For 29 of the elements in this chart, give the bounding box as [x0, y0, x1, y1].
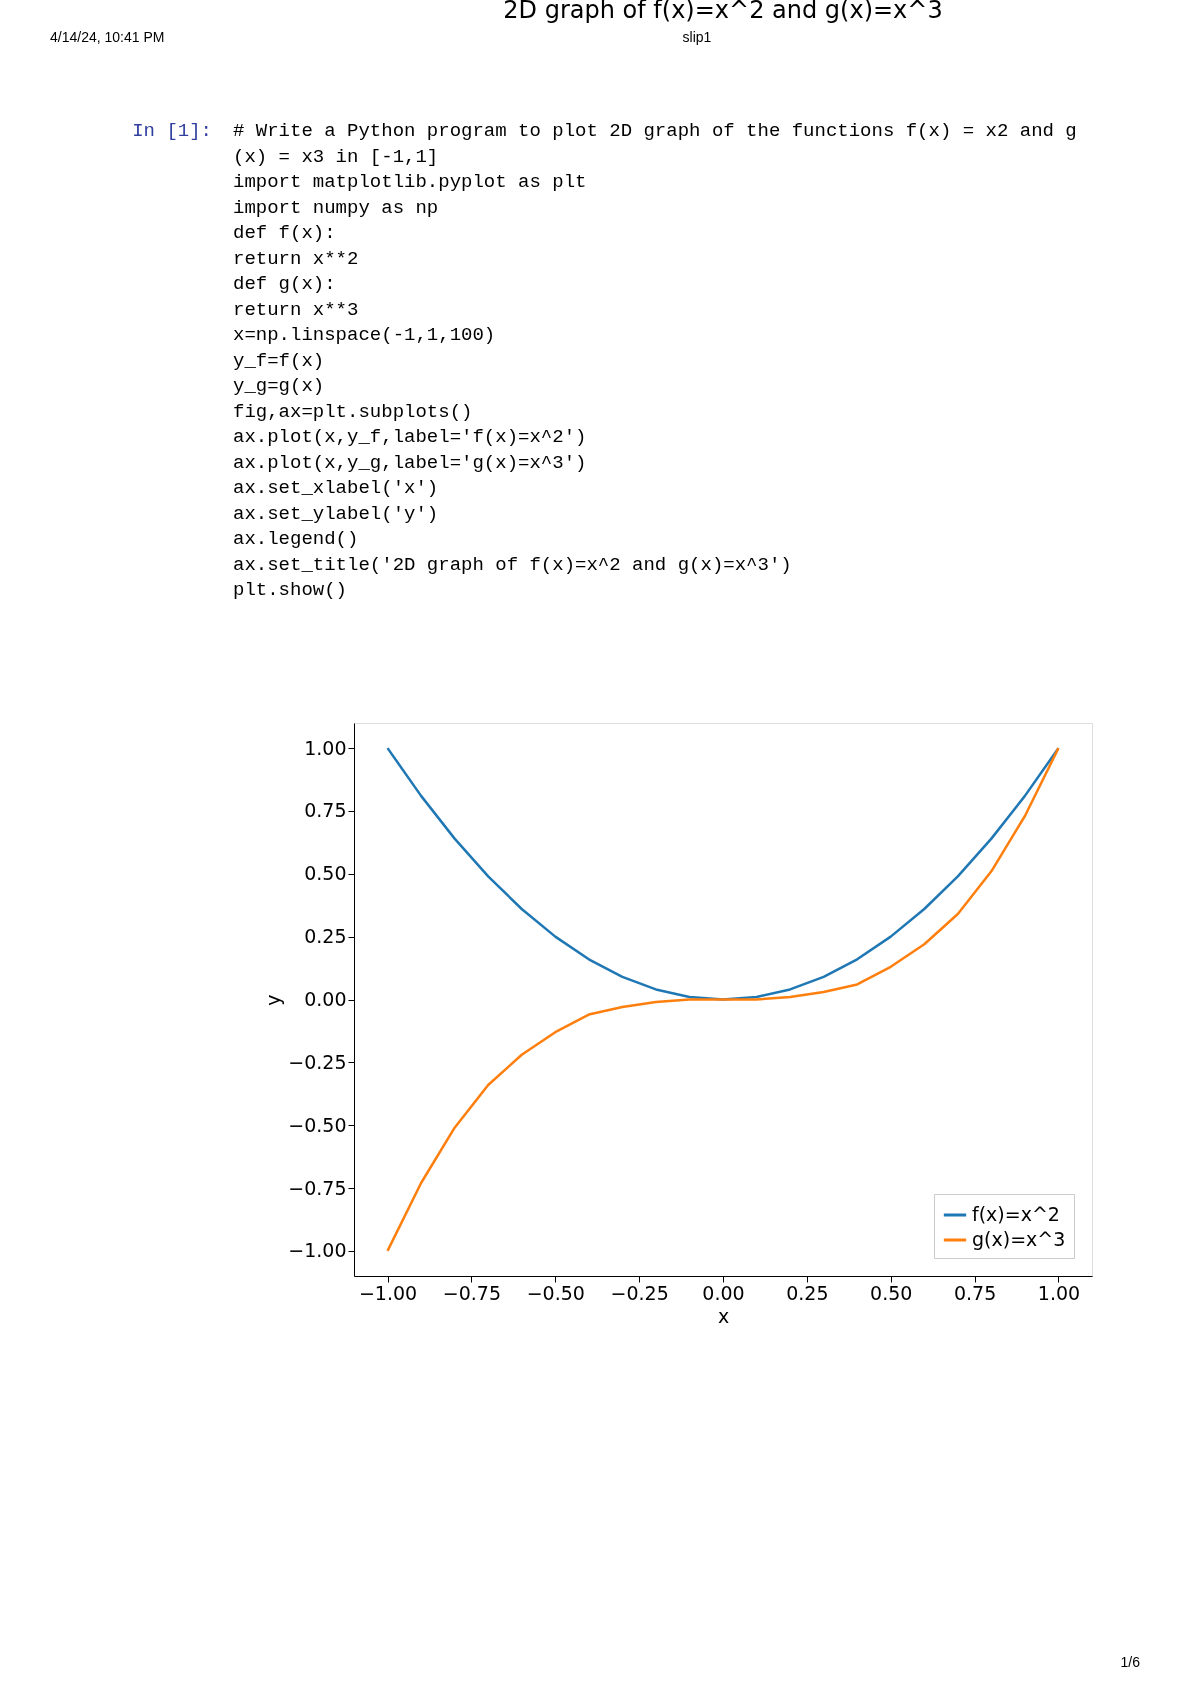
- text: In [1]:: [132, 120, 212, 142]
- line-series: [386, 746, 1060, 1001]
- y-tick-label: −0.50: [288, 1113, 347, 1136]
- y-tick-label: 0.50: [304, 862, 347, 885]
- text: 4/14/24, 10:41 PM: [50, 29, 165, 45]
- y-tick-label: −0.75: [288, 1176, 347, 1199]
- x-tick-label: −0.25: [610, 1281, 669, 1304]
- y-tick-label: −1.00: [288, 1239, 347, 1262]
- y-tick-label: 0.25: [304, 925, 347, 948]
- y-tick-label: −0.25: [288, 1050, 347, 1073]
- x-tick-label: 0.00: [702, 1281, 745, 1304]
- x-tick-label: −0.75: [442, 1281, 502, 1304]
- text: # Write a Python program to plot 2D graph of the functions f(x) = x2 and g (x) = x3 in [-1,1] import matplotlib.pyplot as plt import numpy as np def f(x): return x**2 def g(x): return x**3 x=np.linspace(-1,1,100) y_f=f(x) y_g=g(x) fig,ax=plt.subplots() ax.plot(x,y_f,label='f(x)=x^2') ax.plot(x,y_g,label='g(x)=x^3') ax.set_xlabel('x') ax.set_ylabel('y') ax.legend() ax.set_title('2D graph of f(x)=x^2 and g(x)=x^3') plt.show(): [233, 120, 1077, 601]
- x-tick-label: 1.00: [1037, 1281, 1081, 1304]
- x-tick-label: −0.50: [526, 1281, 585, 1304]
- x-tick-label: 0.75: [953, 1281, 997, 1304]
- chart-title: 2D graph of f(x)=x^2 and g(x)=x^3: [503, 0, 943, 24]
- legend-label: g(x)=x^3: [972, 1228, 1066, 1250]
- text: slip1: [682, 29, 712, 45]
- x-axis-title: x: [717, 1304, 730, 1327]
- legend-label: f(x)=x^2: [972, 1203, 1060, 1225]
- x-tick-label: 0.25: [786, 1281, 829, 1304]
- y-axis-title: y: [262, 994, 285, 1006]
- text: 1/6: [1120, 1654, 1141, 1670]
- y-tick-label: 1.00: [304, 736, 347, 759]
- y-tick-label: 0.00: [304, 988, 347, 1010]
- y-tick-label: 0.75: [304, 799, 347, 822]
- x-tick-label: 0.50: [870, 1281, 913, 1304]
- x-tick-label: −1.00: [358, 1281, 418, 1304]
